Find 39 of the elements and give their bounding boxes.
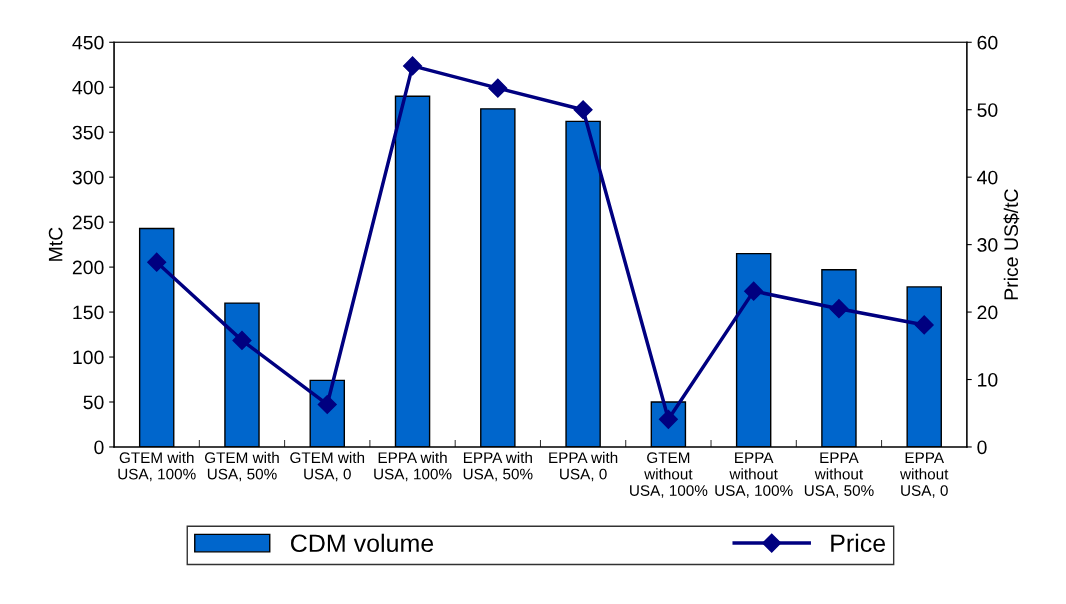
point: [403, 56, 423, 76]
y2-tick-label: 50: [977, 103, 998, 117]
point: [573, 100, 593, 120]
x-tick-label: EPPA with USA, 0: [549, 451, 618, 482]
y2-tick-label: 10: [978, 372, 998, 387]
x-tick-label: GTEM with USA, 0: [290, 451, 365, 482]
x-tick-label: GTEM without USA, 100%: [630, 452, 708, 498]
y-tick-label: 0: [94, 440, 104, 455]
y-tick-label: 300: [72, 170, 104, 185]
point: [488, 78, 508, 98]
y-tick-label: 150: [73, 305, 104, 320]
y-tick-label: 450: [72, 35, 104, 50]
y2-tick-label: 40: [977, 170, 998, 185]
x-tick-label: EPPA without USA, 0: [900, 452, 949, 498]
y-tick-label: 350: [72, 125, 104, 140]
y2-tick-label: 30: [977, 238, 998, 252]
y2-tick-label: 20: [977, 305, 998, 320]
x-tick-label: EPPA with USA, 100%: [374, 451, 452, 482]
point: [914, 315, 934, 335]
x-tick-label: EPPA with USA, 50%: [463, 451, 533, 482]
point: [147, 252, 167, 272]
point: [829, 299, 849, 319]
y-axis-title: MtC: [48, 227, 63, 261]
y-tick-label: 100: [73, 350, 104, 365]
y2-tick-label: 60: [977, 35, 998, 50]
x-tick-label: GTEM with USA, 50%: [204, 451, 279, 482]
legend-label: Price: [831, 533, 886, 553]
x-tick-label: EPPA without USA, 50%: [804, 452, 874, 498]
y-tick-label: 250: [72, 215, 104, 230]
y2-axis-title: Price US$/tC: [1003, 189, 1020, 300]
y-tick-label: 200: [72, 260, 104, 275]
point: [232, 330, 252, 350]
x-tick-label: GTEM with USA, 100%: [118, 451, 196, 482]
y-tick-label: 50: [83, 395, 104, 410]
y2-tick-label: 0: [977, 440, 987, 455]
legend-label: CDM volume: [291, 533, 434, 553]
y-tick-label: 400: [72, 80, 104, 95]
x-tick-label: EPPA without USA, 100%: [715, 452, 793, 498]
point: [744, 281, 764, 301]
